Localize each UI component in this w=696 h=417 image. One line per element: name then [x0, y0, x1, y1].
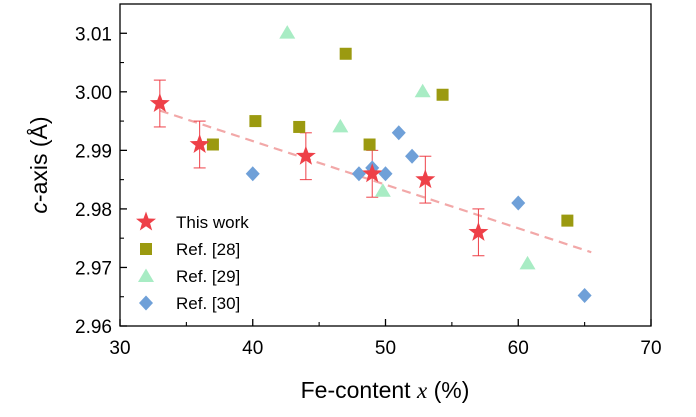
data-point-triangle	[374, 183, 391, 197]
data-point-diamond	[511, 195, 526, 211]
data-point-triangle	[279, 25, 296, 39]
data-point-square	[206, 138, 219, 151]
legend: This work Ref. [28] Ref. [29] Ref. [30]	[136, 211, 249, 313]
y-tick-label: 2.98	[75, 200, 112, 221]
x-axis-variable: x	[416, 378, 428, 403]
y-tick-label: 2.96	[75, 317, 112, 338]
x-tick-label: 30	[109, 338, 130, 359]
x-tick-label: 50	[375, 338, 396, 359]
data-point-star	[189, 134, 210, 153]
data-point-diamond	[351, 166, 366, 182]
data-point-triangle	[414, 83, 431, 98]
x-tick-label: 60	[508, 338, 529, 359]
legend-label: This work	[176, 213, 249, 232]
y-axis-variable: c	[26, 202, 52, 214]
y-axis-title: c-axis (Å)	[25, 116, 52, 213]
data-point-star	[295, 145, 316, 165]
x-tick-label: 40	[242, 338, 263, 359]
marker-layer	[149, 25, 592, 304]
data-point-diamond	[245, 166, 260, 182]
x-ticks: 30 40 50 60 70	[109, 319, 662, 359]
y-tick-label: 2.99	[75, 141, 112, 162]
x-axis-title: Fe-content x (%)	[301, 377, 470, 403]
data-point-square	[436, 88, 449, 101]
fit-line-layer	[159, 109, 592, 254]
data-point-triangle	[519, 255, 536, 270]
legend-marker-square	[140, 243, 152, 255]
y-tick-label: 2.97	[75, 258, 112, 279]
legend-marker-star	[136, 211, 156, 231]
data-point-diamond	[577, 288, 592, 304]
x-tick-label: 70	[640, 338, 661, 359]
data-point-diamond	[391, 125, 406, 141]
fit-line	[159, 109, 592, 254]
data-point-star	[415, 169, 436, 189]
legend-label: Ref. [29]	[176, 267, 240, 286]
data-point-square	[249, 115, 262, 128]
legend-label: Ref. [28]	[176, 240, 240, 259]
data-point-square	[561, 214, 574, 227]
data-point-square	[339, 47, 352, 60]
y-ticks: 2.96 2.97 2.98 2.99 3.00 3.01	[75, 24, 127, 338]
legend-marker-triangle	[138, 268, 154, 282]
data-point-square	[293, 120, 306, 133]
legend-label: Ref. [30]	[176, 294, 240, 313]
y-tick-label: 3.00	[75, 83, 112, 104]
data-point-star	[149, 93, 170, 113]
data-point-star	[468, 221, 489, 241]
y-tick-label: 3.01	[75, 24, 112, 45]
data-point-diamond	[378, 166, 393, 182]
legend-marker-diamond	[139, 295, 153, 311]
data-point-diamond	[405, 148, 420, 164]
data-point-star	[362, 163, 383, 183]
data-point-triangle	[332, 118, 349, 133]
data-point-square	[363, 138, 376, 151]
